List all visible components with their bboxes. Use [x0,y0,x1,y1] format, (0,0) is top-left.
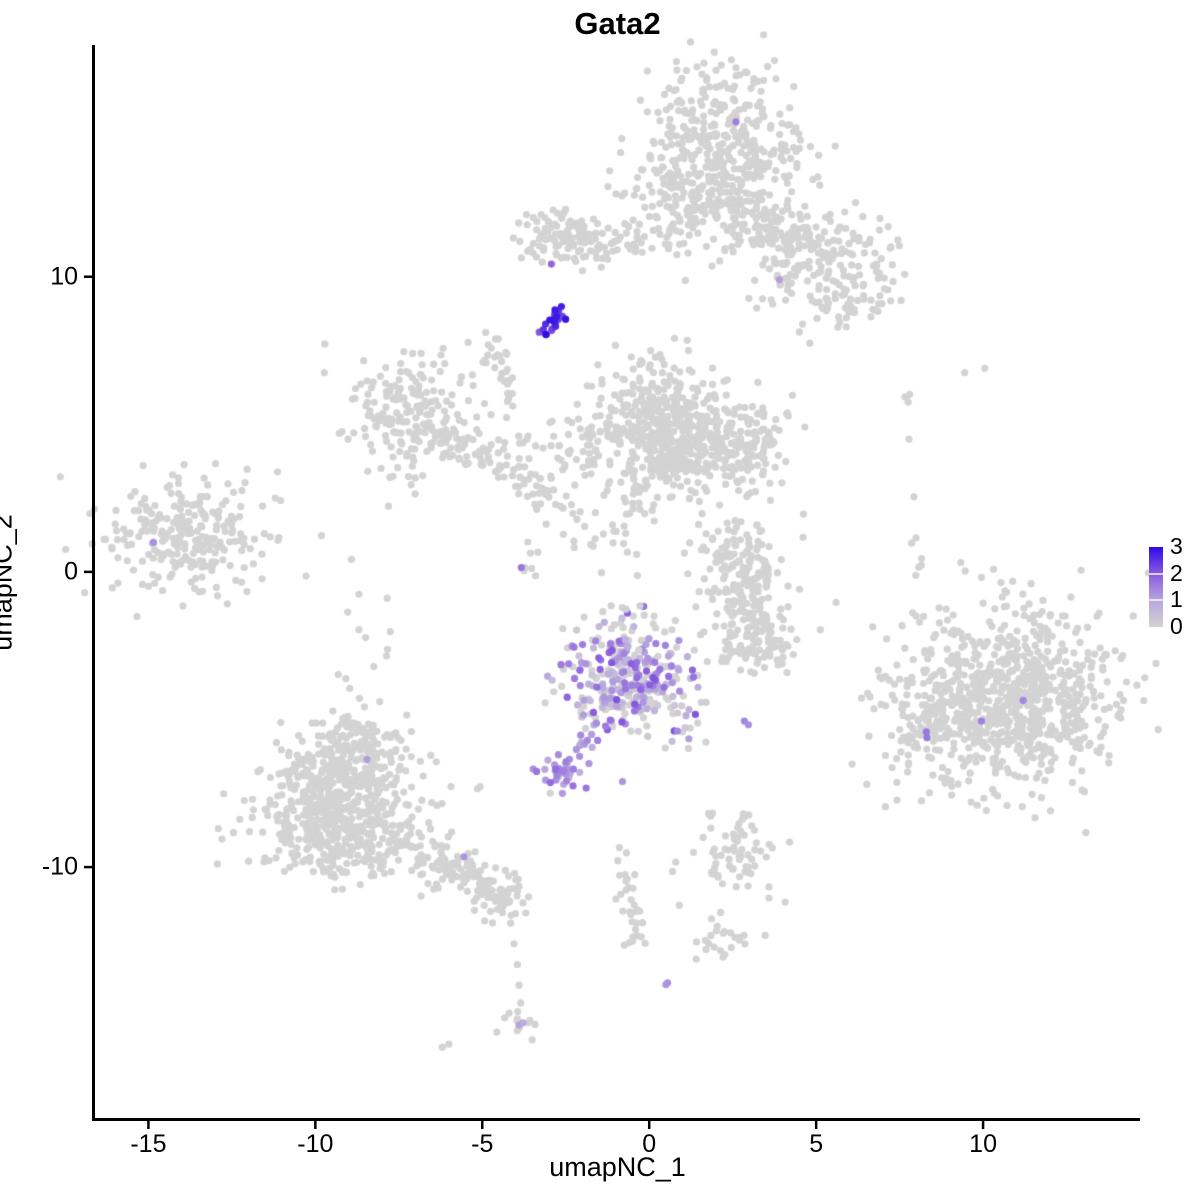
legend-tick-label: 1 [1170,586,1183,613]
x-tick-label: 5 [809,1130,824,1158]
y-tick-label: 0 [64,557,78,586]
legend-colorbar [1149,547,1163,627]
x-tick-label: -10 [297,1130,334,1158]
legend-tick-label: 2 [1170,559,1183,586]
y-axis-label: umapNC_2 [0,514,18,651]
x-tick-label: 0 [642,1130,657,1158]
legend-tick-label: 3 [1170,532,1183,559]
legend-tick-label: 0 [1170,612,1183,639]
y-tick-label: -10 [41,852,78,881]
y-tick-label: 10 [50,262,78,291]
x-tick-label: -5 [471,1130,494,1158]
legend-colorbar-tick [1149,599,1163,602]
x-axis-label: umapNC_1 [549,1152,686,1182]
x-tick-label: 10 [969,1130,997,1158]
legend-colorbar-tick [1149,572,1163,575]
x-tick-label: -15 [130,1130,167,1158]
